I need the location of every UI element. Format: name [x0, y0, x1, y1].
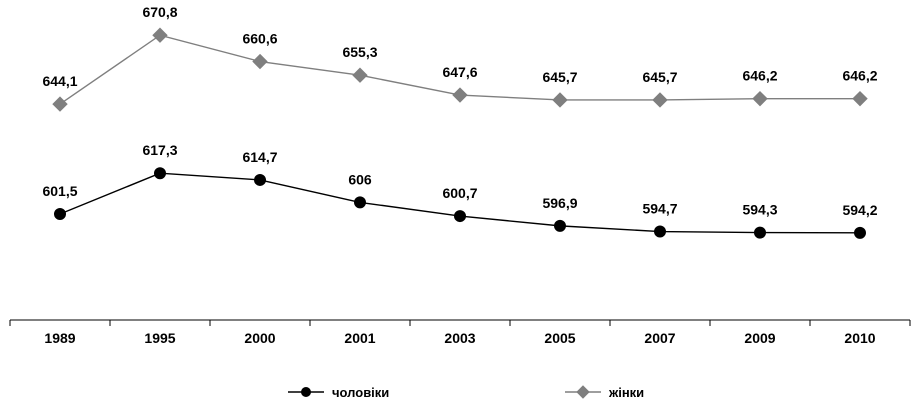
- data-point: [852, 90, 868, 107]
- x-tick-label: 2000: [244, 330, 275, 346]
- x-tick-label: 2001: [344, 330, 375, 346]
- data-point: [654, 225, 666, 238]
- data-label: 594,2: [842, 202, 877, 218]
- data-point: [454, 210, 466, 223]
- x-tick-label: 2007: [644, 330, 675, 346]
- data-label: 646,2: [842, 68, 877, 84]
- data-point: [754, 226, 766, 239]
- data-label: 645,7: [642, 69, 677, 85]
- data-label: 644,1: [42, 73, 77, 89]
- x-tick-label: 2009: [744, 330, 775, 346]
- legend: чоловіки жінки: [288, 385, 644, 400]
- data-label: 646,2: [742, 68, 777, 84]
- data-labels: 601,5 617,3 614,7 606 600,7 596,9 594,7 594,3 59…: [42, 4, 877, 218]
- data-point: [752, 90, 768, 107]
- data-point: [576, 385, 590, 399]
- data-point: [154, 167, 166, 180]
- data-point: [652, 92, 668, 108]
- x-tick-labels: 1989 1995 2000 2001 2003 2005 2007 2009 2010: [44, 330, 875, 346]
- data-label: 645,7: [542, 69, 577, 85]
- data-point: [354, 196, 366, 209]
- x-tick-label: 2010: [844, 330, 875, 346]
- data-point: [252, 53, 268, 70]
- x-tick-label: 1995: [144, 330, 175, 346]
- data-label: 670,8: [142, 4, 177, 20]
- data-label: 601,5: [42, 183, 77, 199]
- data-label: 647,6: [442, 64, 477, 80]
- x-tick-label: 2003: [444, 330, 475, 346]
- data-point: [352, 67, 368, 83]
- data-point: [854, 226, 866, 239]
- data-point: [301, 387, 311, 397]
- data-label: 655,3: [342, 44, 377, 60]
- data-point: [552, 92, 568, 108]
- data-label: 600,7: [442, 185, 477, 201]
- data-point: [452, 87, 468, 103]
- x-tick-label: 1989: [44, 330, 75, 346]
- data-label: 614,7: [242, 149, 277, 165]
- legend-label: чоловіки: [332, 385, 389, 400]
- data-label: 596,9: [542, 195, 577, 211]
- series-men: [54, 167, 866, 239]
- data-point: [54, 208, 66, 220]
- data-point: [52, 96, 68, 112]
- data-label: 594,3: [742, 202, 777, 218]
- x-axis: [9, 319, 911, 326]
- series-group: [52, 27, 868, 239]
- legend-item-women: жінки: [565, 385, 644, 400]
- data-label: 606: [348, 171, 372, 187]
- x-tick-label: 2005: [544, 330, 575, 346]
- legend-label: жінки: [608, 385, 644, 400]
- series-line: [59, 172, 861, 234]
- legend-item-men: чоловіки: [288, 385, 389, 400]
- data-label: 617,3: [142, 142, 177, 158]
- data-label: 660,6: [242, 31, 277, 47]
- series-women: [52, 27, 868, 112]
- data-point: [152, 27, 168, 43]
- data-point: [554, 219, 566, 232]
- data-point: [254, 173, 266, 186]
- data-label: 594,7: [642, 201, 677, 217]
